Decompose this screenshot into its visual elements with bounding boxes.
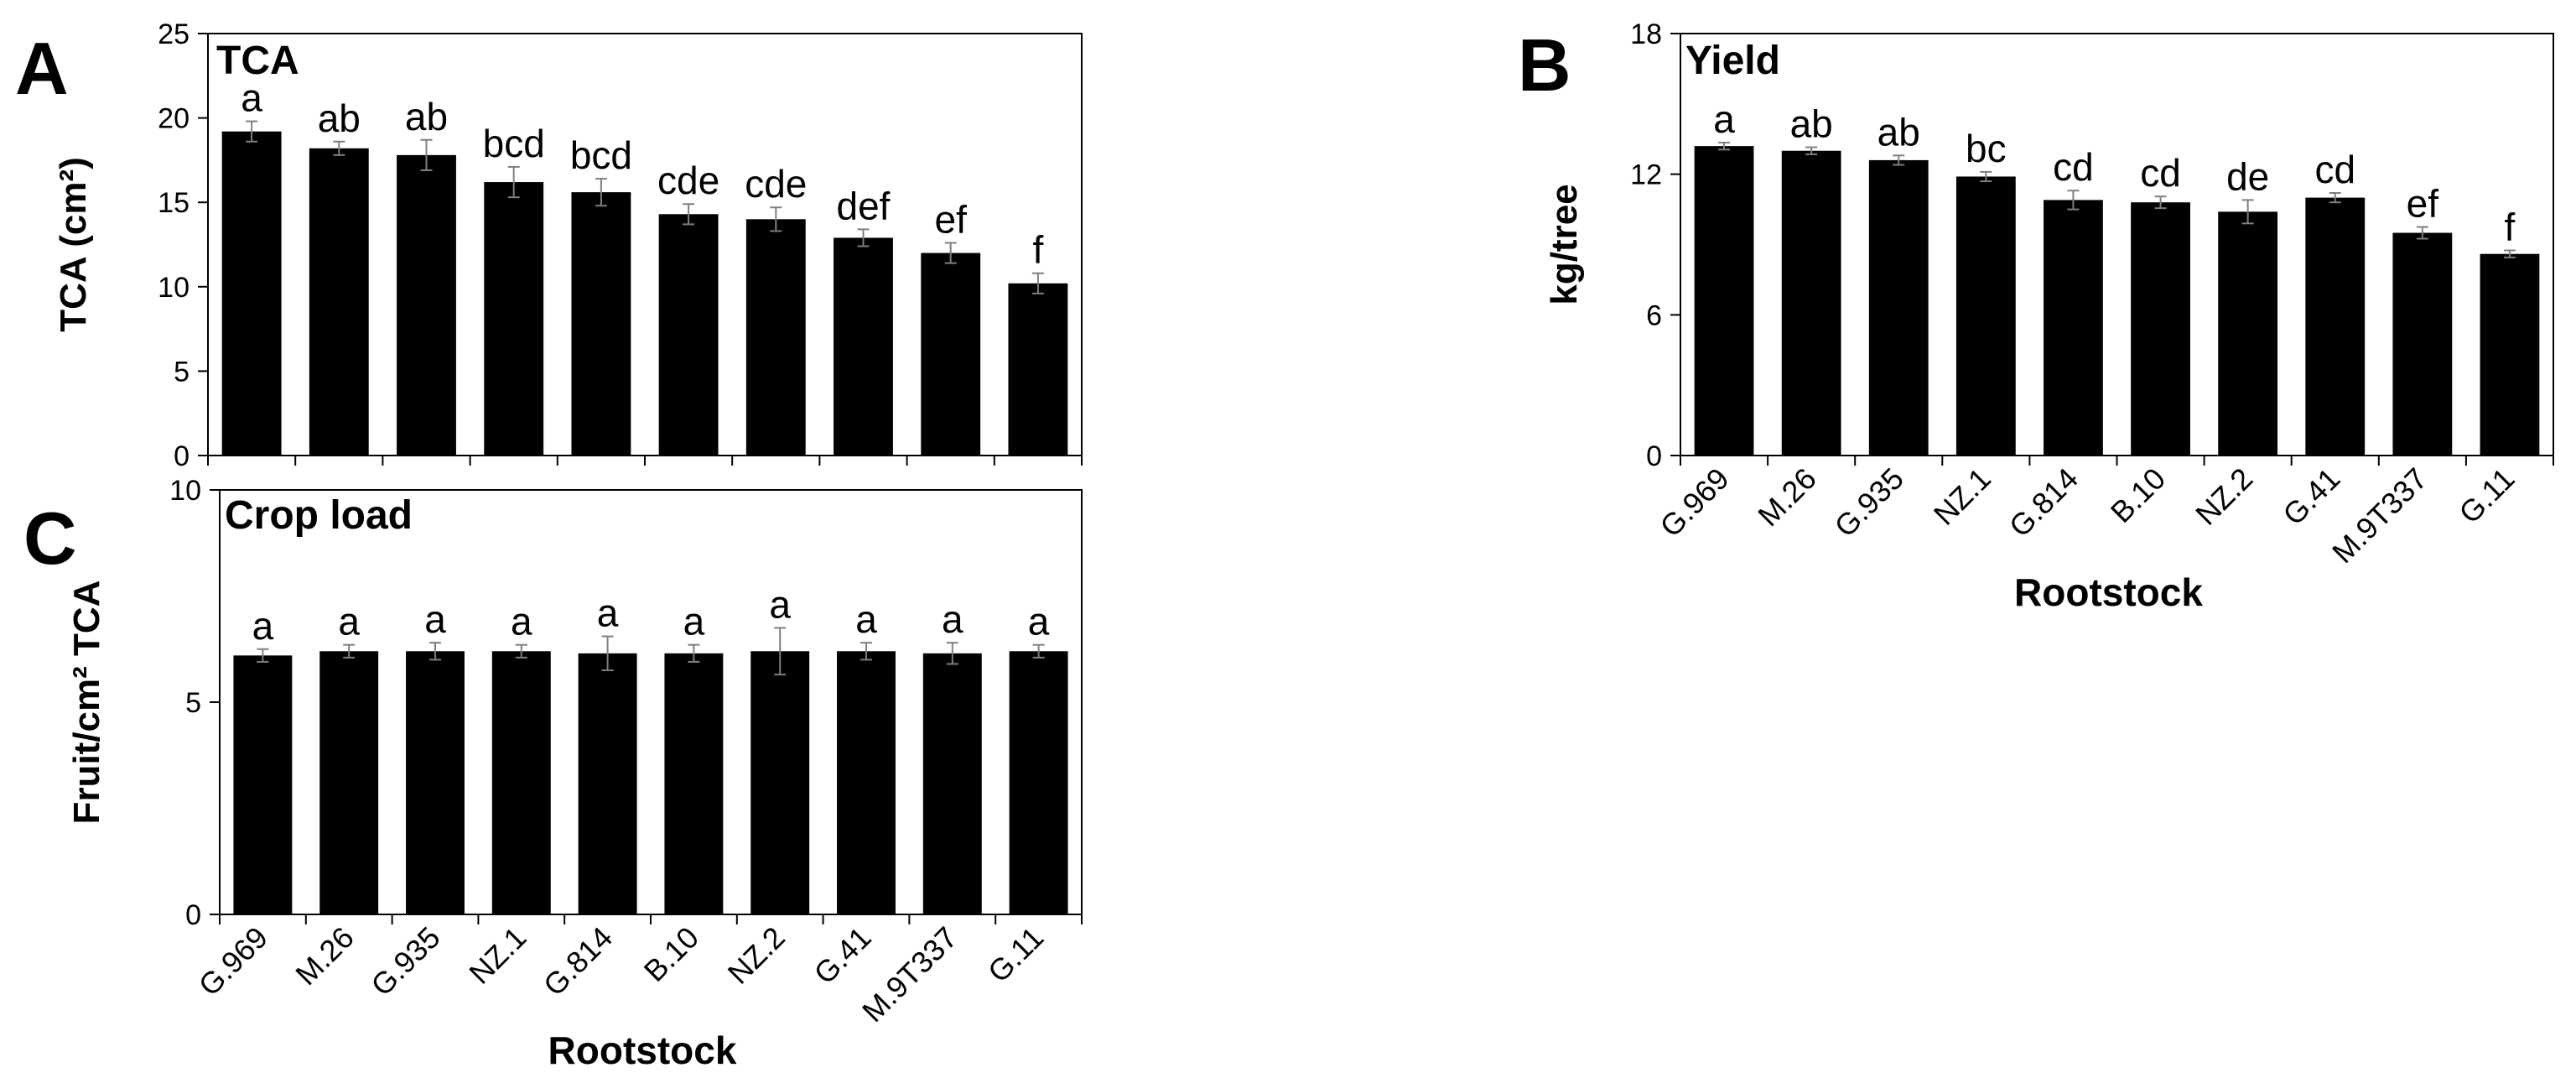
bar-c-G.935	[406, 651, 465, 914]
panel-letter-c: C	[23, 497, 77, 580]
bar-b-G.969	[1694, 146, 1754, 456]
ytick-label-b-2: 12	[1630, 159, 1662, 191]
sig-label-c-0: a	[252, 604, 274, 648]
chart-title-b: Yield	[1685, 39, 1780, 83]
ytick-label-a-2: 10	[158, 272, 190, 304]
sig-label-c-9: a	[1028, 600, 1050, 643]
ytick-label-c-1: 5	[185, 687, 201, 719]
sig-label-b-5: cd	[2140, 151, 2181, 195]
chart-title-a: TCA	[216, 39, 299, 83]
ytick-label-a-1: 5	[174, 356, 190, 388]
bar-b-G.814	[2044, 200, 2103, 456]
sig-label-b-0: a	[1713, 97, 1735, 141]
bar-b-B.10	[2131, 202, 2190, 456]
sig-label-b-7: cd	[2314, 148, 2355, 191]
ytick-label-c-0: 0	[185, 899, 201, 931]
bar-a-NZ.2	[745, 219, 806, 456]
bar-c-NZ.2	[750, 651, 810, 914]
chart-title-c: Crop load	[225, 493, 413, 538]
bar-a-G.11	[1008, 283, 1068, 456]
bar-b-G.41	[2305, 197, 2366, 456]
sig-label-a-1: ab	[318, 96, 361, 140]
sig-label-c-2: a	[424, 597, 446, 641]
sig-label-a-3: bcd	[483, 122, 545, 165]
ylabel-b: kg/tree	[1544, 184, 1585, 305]
sig-label-b-6: de	[2226, 154, 2269, 198]
sig-label-a-2: ab	[405, 95, 448, 138]
ytick-label-b-3: 18	[1630, 18, 1662, 50]
bar-a-G.814	[571, 192, 631, 456]
sig-label-a-8: ef	[935, 197, 968, 241]
sig-label-a-6: cde	[745, 162, 807, 206]
sig-label-b-9: f	[2505, 205, 2516, 248]
panel-letter-a: A	[15, 27, 69, 110]
sig-label-c-7: a	[855, 597, 877, 641]
sig-label-a-0: a	[241, 76, 262, 120]
ylabel-c: Fruit/cm² TCA	[66, 581, 107, 825]
sig-label-a-7: def	[837, 184, 891, 227]
panel-letter-b: B	[1518, 23, 1571, 107]
ytick-label-a-0: 0	[174, 440, 190, 472]
ytick-label-b-0: 0	[1646, 440, 1662, 472]
bar-c-G.969	[233, 655, 293, 914]
sig-label-c-8: a	[942, 597, 963, 641]
bar-c-G.814	[578, 653, 637, 914]
ylabel-a: TCA (cm²)	[53, 157, 94, 332]
bar-a-NZ.1	[484, 182, 544, 456]
bar-a-M.9T337	[921, 253, 981, 456]
sig-label-c-4: a	[597, 591, 619, 635]
bar-c-M.26	[319, 651, 379, 914]
ytick-label-c-2: 10	[169, 475, 201, 507]
bar-a-G.935	[397, 154, 456, 456]
sig-label-c-3: a	[511, 600, 532, 643]
sig-label-b-8: ef	[2407, 182, 2439, 226]
bar-c-G.11	[1009, 651, 1068, 914]
sig-label-c-1: a	[338, 600, 360, 643]
ytick-label-b-1: 6	[1646, 299, 1662, 331]
sig-label-c-6: a	[769, 582, 791, 626]
bar-a-B.10	[658, 214, 719, 456]
ytick-label-a-5: 25	[158, 18, 190, 50]
sig-label-a-4: bcd	[570, 133, 632, 177]
sig-label-a-9: f	[1033, 228, 1044, 272]
bar-b-NZ.1	[1955, 176, 2016, 456]
sig-label-b-4: cd	[2053, 145, 2094, 189]
sig-label-a-5: cde	[657, 159, 719, 202]
bar-b-NZ.2	[2218, 211, 2278, 456]
sig-label-b-2: ab	[1877, 110, 1920, 154]
bar-c-M.9T337	[922, 653, 982, 914]
bar-b-G.11	[2480, 253, 2540, 456]
xlabel-c: Rootstock	[548, 1029, 737, 1072]
sig-label-b-3: bc	[1966, 127, 2007, 170]
bar-c-B.10	[664, 653, 724, 914]
sig-label-b-1: ab	[1790, 102, 1833, 146]
bar-a-G.969	[221, 131, 282, 456]
ytick-label-a-4: 20	[158, 103, 190, 135]
bar-a-M.26	[309, 148, 369, 456]
bar-a-G.41	[834, 237, 893, 456]
bar-b-M.9T337	[2392, 232, 2453, 456]
xlabel-b: Rootstock	[2014, 570, 2203, 614]
bar-b-G.935	[1868, 159, 1929, 456]
bar-c-NZ.1	[491, 651, 551, 914]
bar-b-M.26	[1781, 150, 1841, 456]
ytick-label-a-3: 15	[158, 187, 190, 219]
bar-c-G.41	[837, 651, 896, 914]
sig-label-c-5: a	[683, 600, 705, 643]
